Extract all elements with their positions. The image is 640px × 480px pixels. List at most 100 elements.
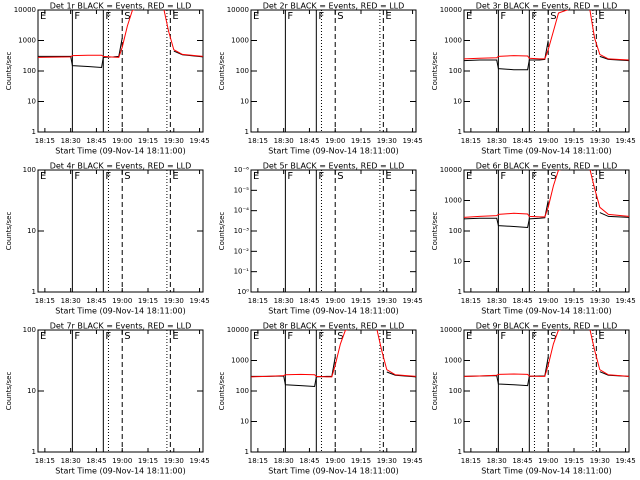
x-tick-label: 19:15 — [351, 297, 371, 305]
x-tick-label: 19:45 — [189, 297, 209, 305]
x-axis-label: Start Time (09-Nov-14 18:11:00) — [55, 467, 185, 476]
y-tick-label: 10 — [453, 418, 462, 426]
event-label: F — [74, 171, 80, 182]
series-line — [464, 170, 629, 218]
x-axis-label: Start Time (09-Nov-14 18:11:00) — [268, 147, 398, 156]
event-label: E — [40, 11, 46, 22]
y-tick-label: 10⁻² — [234, 247, 250, 255]
event-label: E — [40, 331, 46, 342]
x-axis-label: Start Time (09-Nov-14 18:11:00) — [481, 467, 611, 476]
x-tick-label: 19:30 — [590, 297, 610, 305]
chart-title: Det 4r BLACK = Events, RED = LLD — [50, 162, 192, 171]
y-axis-label: Counts/sec — [431, 372, 439, 411]
y-tick-label: 10000 — [14, 6, 36, 14]
y-axis-label: Counts/sec — [431, 52, 439, 91]
chart-title: Det 2r BLACK = Events, RED = LLD — [263, 2, 405, 11]
y-tick-label: 10 — [27, 387, 36, 395]
x-tick-label: 19:45 — [402, 137, 422, 145]
event-label: F — [287, 171, 293, 182]
event-label: E — [385, 171, 391, 182]
x-tick-label: 19:45 — [615, 457, 635, 465]
x-tick-label: 19:15 — [564, 297, 584, 305]
event-label: F — [287, 11, 293, 22]
y-axis-label: Counts/sec — [218, 212, 226, 251]
y-tick-label: 1000 — [444, 37, 462, 45]
y-tick-label: 10000 — [227, 6, 249, 14]
series-line — [38, 10, 203, 58]
y-tick-label: 10000 — [440, 6, 462, 14]
event-label: E — [253, 11, 259, 22]
y-axis-label: Counts/sec — [5, 212, 13, 251]
x-tick-label: 19:30 — [590, 457, 610, 465]
y-tick-label: 1000 — [231, 37, 249, 45]
event-label: S — [337, 171, 343, 182]
x-tick-label: 19:15 — [138, 297, 158, 305]
event-label: E — [385, 11, 391, 22]
event-label: E — [253, 331, 259, 342]
event-label: E — [598, 331, 604, 342]
y-tick-label: 1 — [458, 128, 462, 136]
x-tick-label: 19:30 — [164, 457, 184, 465]
y-tick-label: 10000 — [440, 166, 462, 174]
y-tick-label: 1000 — [444, 357, 462, 365]
y-tick-label: 10000 — [440, 326, 462, 334]
x-tick-label: 18:15 — [461, 297, 481, 305]
y-tick-label: 10 — [27, 227, 36, 235]
x-tick-label: 18:15 — [248, 297, 268, 305]
y-tick-label: 1000 — [444, 197, 462, 205]
x-tick-label: 18:15 — [35, 457, 55, 465]
x-tick-label: 19:30 — [164, 297, 184, 305]
x-tick-label: 19:00 — [325, 297, 345, 305]
x-tick-label: 18:15 — [35, 297, 55, 305]
x-tick-label: 19:30 — [377, 137, 397, 145]
series-line — [464, 330, 629, 377]
event-label: E — [598, 11, 604, 22]
x-tick-label: 18:45 — [512, 137, 532, 145]
y-axis-label: Counts/sec — [5, 52, 13, 91]
x-axis-label: Start Time (09-Nov-14 18:11:00) — [268, 467, 398, 476]
y-tick-label: 10 — [453, 258, 462, 266]
y-tick-label: 1 — [32, 288, 36, 296]
event-label: F — [500, 11, 506, 22]
y-tick-label: 1 — [32, 128, 36, 136]
x-tick-label: 18:15 — [248, 457, 268, 465]
y-axis-label: Counts/sec — [5, 372, 13, 411]
y-tick-label: 10⁻⁵ — [234, 186, 250, 194]
y-tick-label: 1 — [458, 288, 462, 296]
y-tick-label: 1 — [245, 448, 249, 456]
x-tick-label: 18:30 — [274, 137, 294, 145]
x-tick-label: 19:00 — [538, 457, 558, 465]
x-tick-label: 19:45 — [189, 137, 209, 145]
x-tick-label: 19:15 — [351, 457, 371, 465]
x-tick-label: 19:00 — [538, 137, 558, 145]
x-tick-label: 19:00 — [112, 297, 132, 305]
y-tick-label: 1000 — [231, 357, 249, 365]
event-label: S — [124, 171, 130, 182]
x-tick-label: 19:45 — [402, 297, 422, 305]
x-tick-label: 18:15 — [35, 137, 55, 145]
event-label: F — [74, 11, 80, 22]
x-tick-label: 18:30 — [487, 137, 507, 145]
x-tick-label: 19:15 — [564, 137, 584, 145]
x-tick-label: 19:30 — [377, 297, 397, 305]
x-axis-label: Start Time (09-Nov-14 18:11:00) — [55, 307, 185, 316]
x-tick-label: 18:45 — [299, 457, 319, 465]
event-label: S — [550, 331, 556, 342]
x-tick-label: 19:45 — [189, 457, 209, 465]
event-label: S — [337, 11, 343, 22]
event-label: E — [172, 331, 178, 342]
event-label: E — [253, 171, 259, 182]
y-tick-label: 1 — [245, 128, 249, 136]
x-tick-label: 18:45 — [86, 297, 106, 305]
y-tick-label: 10⁻³ — [234, 227, 250, 235]
chart-title: Det 1r BLACK = Events, RED = LLD — [50, 2, 192, 11]
y-tick-label: 10⁻¹ — [234, 268, 250, 276]
y-tick-label: 1 — [458, 448, 462, 456]
y-tick-label: 100 — [23, 326, 36, 334]
x-tick-label: 18:30 — [274, 297, 294, 305]
event-label: E — [466, 171, 472, 182]
y-tick-label: 10 — [240, 98, 249, 106]
chart-title: Det 6r BLACK = Events, RED = LLD — [476, 162, 618, 171]
x-tick-label: 18:45 — [86, 137, 106, 145]
